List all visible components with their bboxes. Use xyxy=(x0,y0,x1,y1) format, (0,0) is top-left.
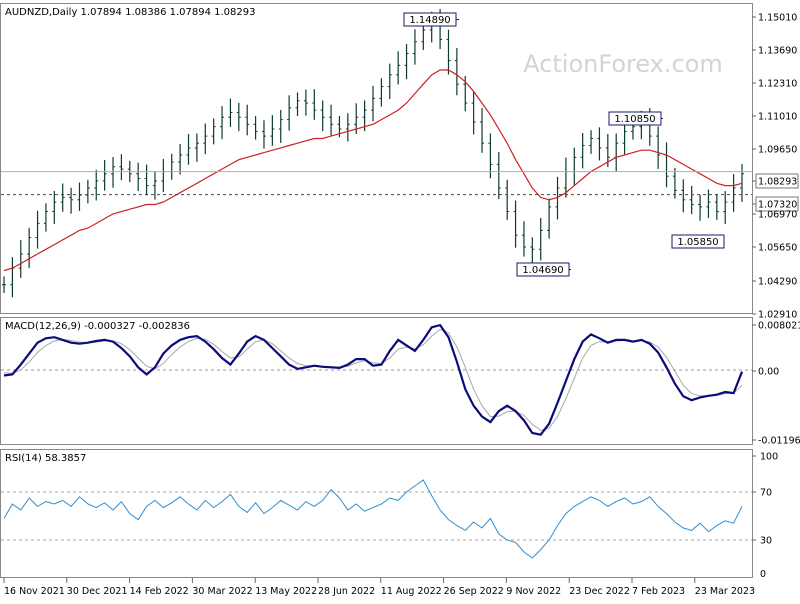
x-tick-label: 14 Feb 2022 xyxy=(130,586,189,597)
price-panel-frame xyxy=(0,3,753,314)
rsi-ytick-label: 30 xyxy=(760,536,772,547)
x-tick-label: 11 Aug 2022 xyxy=(381,586,442,597)
axis-layer: 1.15010 1.13690 1.12310 1.11010 1.09650 1.082… xyxy=(3,13,800,597)
price-ytick-highlight-box xyxy=(755,196,799,212)
macd-label: MACD(12,26,9) -0.000327 -0.002836 xyxy=(5,321,190,332)
price-ytick-label: 1.13690 xyxy=(758,46,797,57)
price-ytick-label: 1.02910 xyxy=(758,310,797,321)
x-tick-label: 30 Mar 2022 xyxy=(192,586,252,597)
level-annotation-box xyxy=(671,234,725,249)
rsi-layer xyxy=(1,479,752,559)
level-annotation-label: 1.05850 xyxy=(677,237,718,248)
price-ytick-label: 1.08293 xyxy=(758,177,797,188)
price-ytick-label: 1.06970 xyxy=(758,210,797,221)
x-tick-label: 28 Jun 2022 xyxy=(318,586,375,597)
level-annotation-label: 1.14890 xyxy=(409,15,450,26)
rsi-label: RSI(14) 58.3857 xyxy=(5,453,86,464)
macd-ytick-label: -0.011962 xyxy=(758,436,800,447)
price-ytick-label: 1.12310 xyxy=(758,79,797,90)
level-annotation-label: 1.10850 xyxy=(614,114,655,125)
rsi-panel-frame xyxy=(0,449,753,578)
macd-line xyxy=(3,323,744,436)
macd-ytick-label: 0.00 xyxy=(758,367,779,378)
moving-average-line xyxy=(3,69,743,272)
watermark-text: ActionForex.com xyxy=(523,50,723,78)
x-tick-label: 30 Dec 2021 xyxy=(67,586,128,597)
rsi-ytick-label: 0 xyxy=(760,569,766,580)
price-ytick-label: 1.05650 xyxy=(758,243,797,254)
price-ytick-highlight-box xyxy=(755,173,799,189)
x-tick-label: 16 Nov 2021 xyxy=(4,586,65,597)
macd-panel-frame xyxy=(0,317,753,445)
x-tick-label: 13 May 2022 xyxy=(255,586,317,597)
x-tick-label: 9 Nov 2022 xyxy=(506,586,561,597)
price-layer: 1.14890 1.10850 1.04690 1.05850 xyxy=(1,8,752,298)
macd-ytick-label: 0.008021 xyxy=(758,321,800,332)
price-ytick-label: 1.07320 xyxy=(758,200,797,211)
macd-layer xyxy=(1,323,752,436)
price-ytick-label: 1.11010 xyxy=(758,112,797,123)
x-tick-label: 7 Feb 2023 xyxy=(632,586,685,597)
rsi-line xyxy=(3,479,743,559)
price-ytick-label: 1.04290 xyxy=(758,277,797,288)
rsi-ytick-label: 100 xyxy=(760,452,778,463)
rsi-ytick-label: 70 xyxy=(760,488,772,499)
x-tick-label: 23 Mar 2023 xyxy=(695,586,755,597)
x-tick-label: 26 Sep 2022 xyxy=(444,586,504,597)
level-annotation-label: 1.04690 xyxy=(522,265,563,276)
price-ytick-label: 1.15010 xyxy=(758,13,797,24)
symbol-header: AUDNZD,Daily 1.07894 1.08386 1.07894 1.0… xyxy=(5,7,256,18)
price-ytick-label: 1.09650 xyxy=(758,145,797,156)
x-tick-label: 23 Dec 2022 xyxy=(569,586,630,597)
